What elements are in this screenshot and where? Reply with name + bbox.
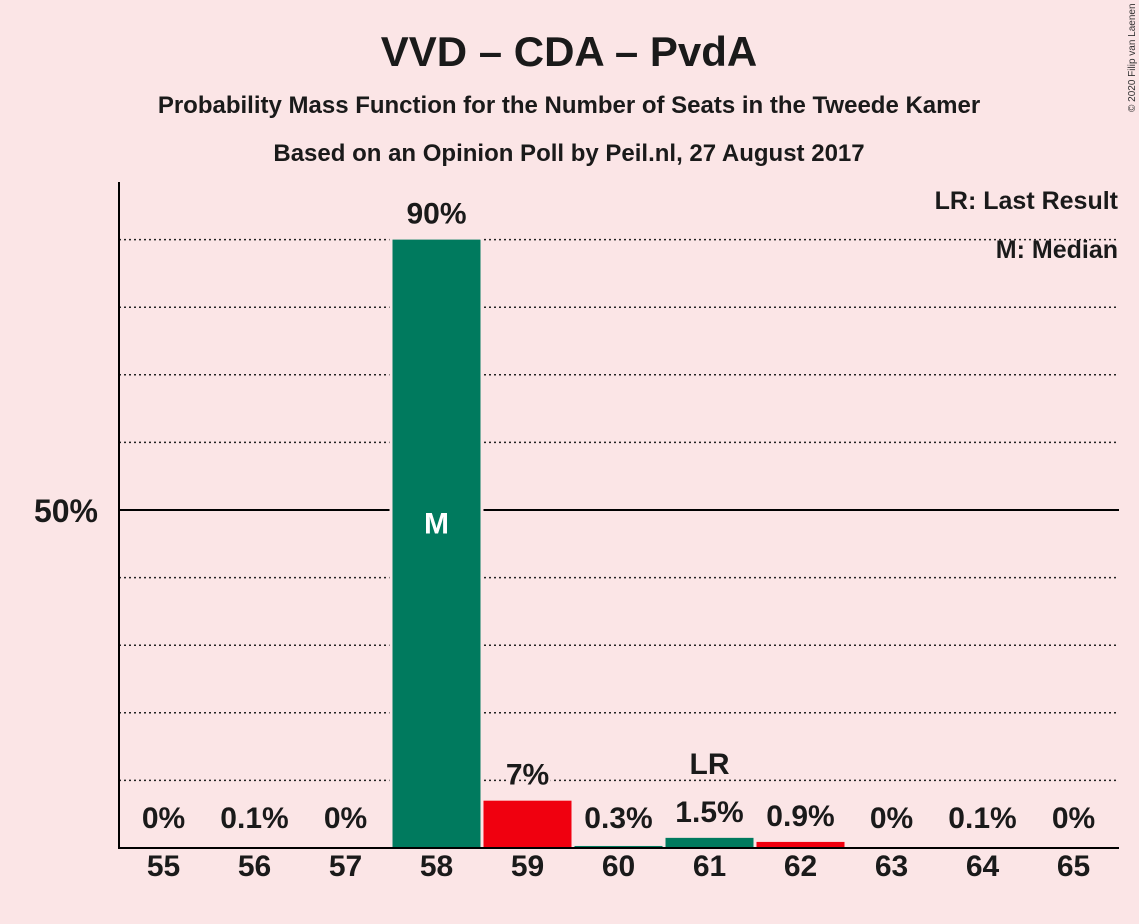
x-tick-59: 59 bbox=[511, 850, 544, 883]
value-label-64: 0.1% bbox=[948, 802, 1016, 835]
bar-61 bbox=[665, 837, 754, 848]
x-tick-58: 58 bbox=[420, 850, 453, 883]
chart-title: VVD – CDA – PvdA bbox=[381, 28, 758, 75]
y-axis-ticks: 50% bbox=[34, 493, 98, 529]
x-tick-65: 65 bbox=[1057, 850, 1090, 883]
bars bbox=[210, 236, 1027, 849]
bar-58 bbox=[392, 239, 481, 849]
chart-subtitle: Probability Mass Function for the Number… bbox=[158, 92, 980, 119]
last-result-marker: LR bbox=[690, 748, 730, 781]
chart-source: Based on an Opinion Poll by Peil.nl, 27 … bbox=[273, 140, 864, 167]
x-tick-57: 57 bbox=[329, 850, 362, 883]
x-tick-64: 64 bbox=[966, 850, 1000, 883]
value-label-62: 0.9% bbox=[766, 800, 834, 833]
legend-last-result: LR: Last Result bbox=[935, 187, 1119, 215]
x-tick-61: 61 bbox=[693, 850, 726, 883]
value-labels: 0% 0.1% 0% 90% M 7% 0.3% 1.5% LR 0.9% 0% 0.1% 0% bbox=[139, 195, 1097, 837]
value-label-56: 0.1% bbox=[220, 802, 288, 835]
x-tick-56: 56 bbox=[238, 850, 271, 883]
x-tick-62: 62 bbox=[784, 850, 817, 883]
value-label-65: 0% bbox=[1052, 802, 1095, 835]
x-axis-ticks: 55 56 57 58 59 60 61 62 63 64 65 bbox=[147, 850, 1090, 883]
value-label-59: 7% bbox=[506, 759, 549, 792]
x-tick-55: 55 bbox=[147, 850, 180, 883]
value-label-58: 90% bbox=[406, 198, 466, 231]
bar-62 bbox=[756, 841, 845, 848]
bar-60 bbox=[574, 845, 663, 848]
value-label-55: 0% bbox=[142, 802, 185, 835]
copyright: © 2020 Filip van Laenen bbox=[1127, 3, 1138, 112]
value-label-63: 0% bbox=[870, 802, 913, 835]
x-tick-60: 60 bbox=[602, 850, 635, 883]
gridlines bbox=[119, 238, 1119, 782]
bar-59 bbox=[483, 800, 572, 848]
median-marker: M bbox=[424, 508, 449, 541]
x-tick-63: 63 bbox=[875, 850, 908, 883]
value-label-60: 0.3% bbox=[584, 802, 652, 835]
value-label-61: 1.5% bbox=[675, 796, 743, 829]
value-label-57: 0% bbox=[324, 802, 367, 835]
y-tick-label: 50% bbox=[34, 493, 98, 529]
legend-median: M: Median bbox=[996, 236, 1118, 264]
